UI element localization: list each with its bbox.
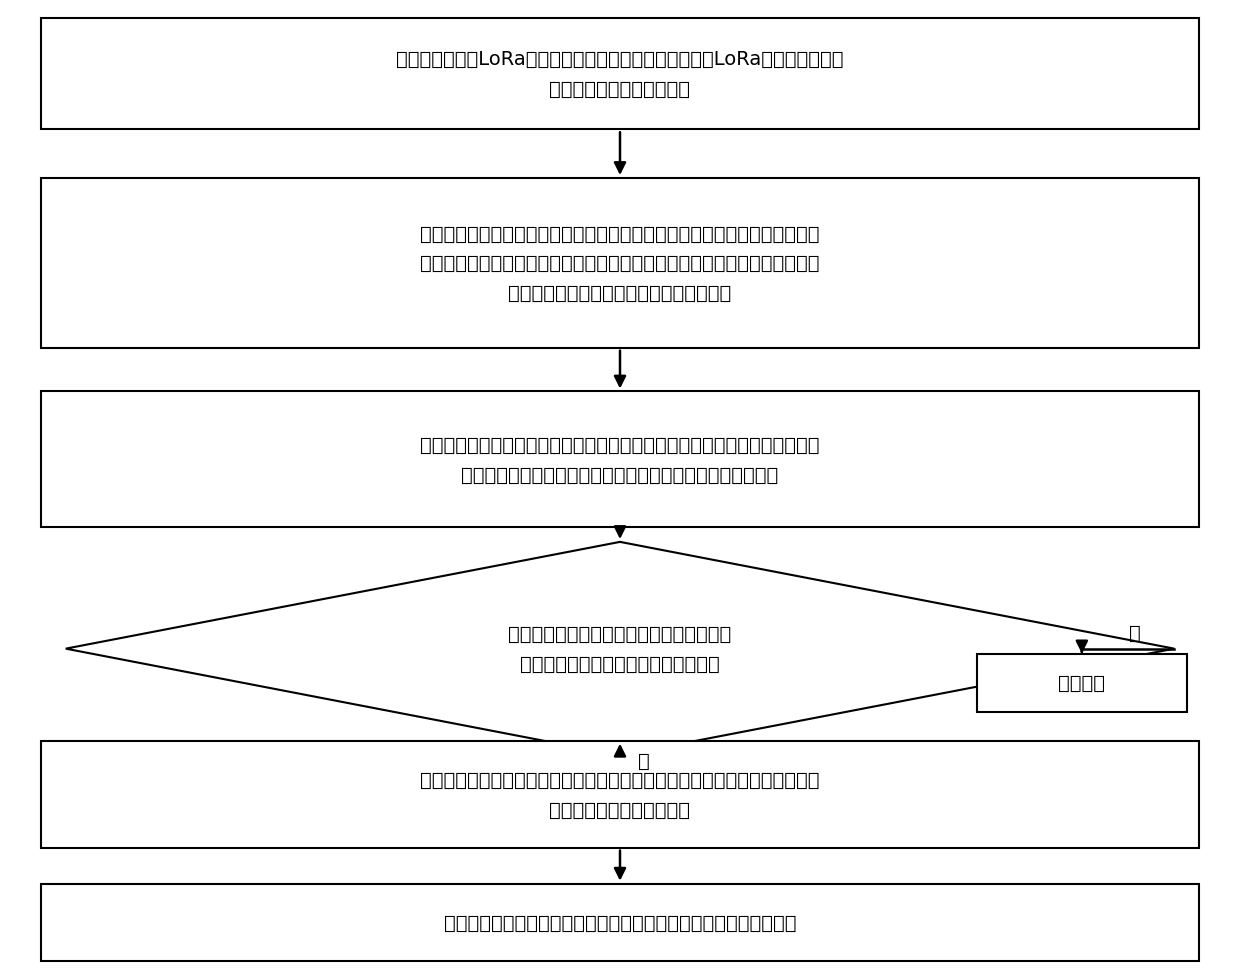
Text: 移动终端根据用户请求，从云数据系统获取相应数据，通过屏幕显示: 移动终端根据用户请求，从云数据系统获取相应数据，通过屏幕显示: [444, 912, 796, 932]
FancyBboxPatch shape: [41, 741, 1199, 848]
FancyBboxPatch shape: [41, 392, 1199, 528]
FancyBboxPatch shape: [977, 654, 1187, 712]
FancyBboxPatch shape: [41, 19, 1199, 130]
FancyBboxPatch shape: [41, 884, 1199, 961]
Text: 否: 否: [1128, 623, 1141, 642]
Polygon shape: [66, 543, 1174, 756]
Text: 接收机接收信号范围内各定位结点广播的信号，对每个信号，将接收机自身位
置坐标、发出信号的结点编号和收到信号的时刻均发送至接入网关；同时接收
机将各监控结点上传的: 接收机接收信号范围内各定位结点广播的信号，对每个信号，将接收机自身位 置坐标、发…: [420, 225, 820, 302]
Text: 正常处理: 正常处理: [1059, 674, 1105, 692]
Text: 接入网关根据接收的定位节点信息，计算定位结点的位置坐标，并上传至云数
据系统；同时将接收的监控结点采集的数据上传至云数据系统: 接入网关根据接收的定位节点信息，计算定位结点的位置坐标，并上传至云数 据系统；同…: [420, 435, 820, 484]
Text: 是: 是: [639, 751, 650, 770]
Text: 接入网关向各接收机发送状态查询信号，判
断各接收机是否无应答或返回错误信息: 接入网关向各接收机发送状态查询信号，判 断各接收机是否无应答或返回错误信息: [508, 625, 732, 673]
FancyBboxPatch shape: [41, 179, 1199, 348]
Text: 各定位结点通过LoRa链路广播信号，同时各监控结点通过LoRa链路将通过传感
器采集的数据发送至接收机: 各定位结点通过LoRa链路广播信号，同时各监控结点通过LoRa链路将通过传感 器…: [397, 50, 843, 99]
Text: 接收机故障，此时向接收机发送关机信号，向某备用接收机发送开机信号，并
将记录上传至云数据系统。: 接收机故障，此时向接收机发送关机信号，向某备用接收机发送开机信号，并 将记录上传…: [420, 771, 820, 819]
